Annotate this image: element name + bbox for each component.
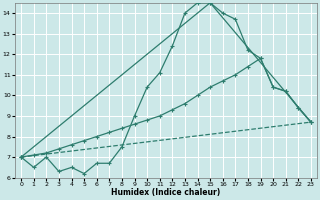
X-axis label: Humidex (Indice chaleur): Humidex (Indice chaleur) [111,188,221,197]
